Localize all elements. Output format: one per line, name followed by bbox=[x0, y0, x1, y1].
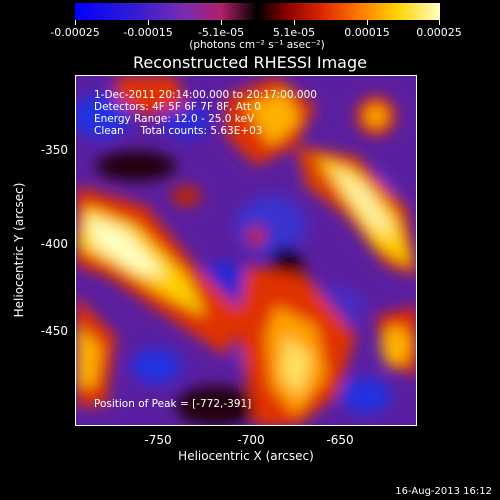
solar-image-map bbox=[76, 76, 416, 425]
colorbar bbox=[75, 3, 440, 20]
info-date: 1-Dec-2011 20:14:00.000 to 20:17:00.000 bbox=[94, 89, 317, 101]
x-tick-label: -650 bbox=[326, 433, 354, 447]
colorbar-tick-label: -0.00015 bbox=[123, 26, 173, 39]
x-tick-label: -700 bbox=[237, 433, 265, 447]
peak-position: Position of Peak = [-772,-391] bbox=[94, 398, 252, 410]
colorbar-units: (photons cm⁻² s⁻¹ asec⁻²) bbox=[189, 39, 325, 51]
y-tick-label: -350 bbox=[40, 143, 68, 157]
info-detectors: Detectors: 4F 5F 6F 7F 8F, Att 0 bbox=[94, 101, 261, 113]
solar-image: 1-Dec-2011 20:14:00.000 to 20:17:00.000 … bbox=[75, 75, 417, 426]
image-title: Reconstructed RHESSI Image bbox=[133, 53, 367, 72]
info-counts: Clean Total counts: 5.63E+03 bbox=[94, 125, 263, 137]
x-axis-label: Heliocentric X (arcsec) bbox=[178, 449, 314, 463]
info-energy: Energy Range: 12.0 - 25.0 keV bbox=[94, 113, 255, 125]
colorbar-tick-label: 0.00015 bbox=[344, 26, 390, 39]
y-axis-label: Heliocentric Y (arcsec) bbox=[12, 182, 26, 318]
x-tick-label: -750 bbox=[144, 433, 172, 447]
colorbar-axis: -0.00025 -0.00015 -5.1e-05 5.1e-05 0.000… bbox=[0, 0, 500, 60]
y-tick-label: -400 bbox=[40, 237, 68, 251]
colorbar-tick-label: 0.00025 bbox=[416, 26, 462, 39]
colorbar-tick-label: -0.00025 bbox=[50, 26, 100, 39]
colorbar-tick-label: -5.1e-05 bbox=[197, 26, 245, 39]
colorbar-tick-label: 5.1e-05 bbox=[272, 26, 316, 39]
y-tick-label: -450 bbox=[40, 324, 68, 338]
footer-date: 16-Aug-2013 16:12 bbox=[395, 486, 492, 497]
